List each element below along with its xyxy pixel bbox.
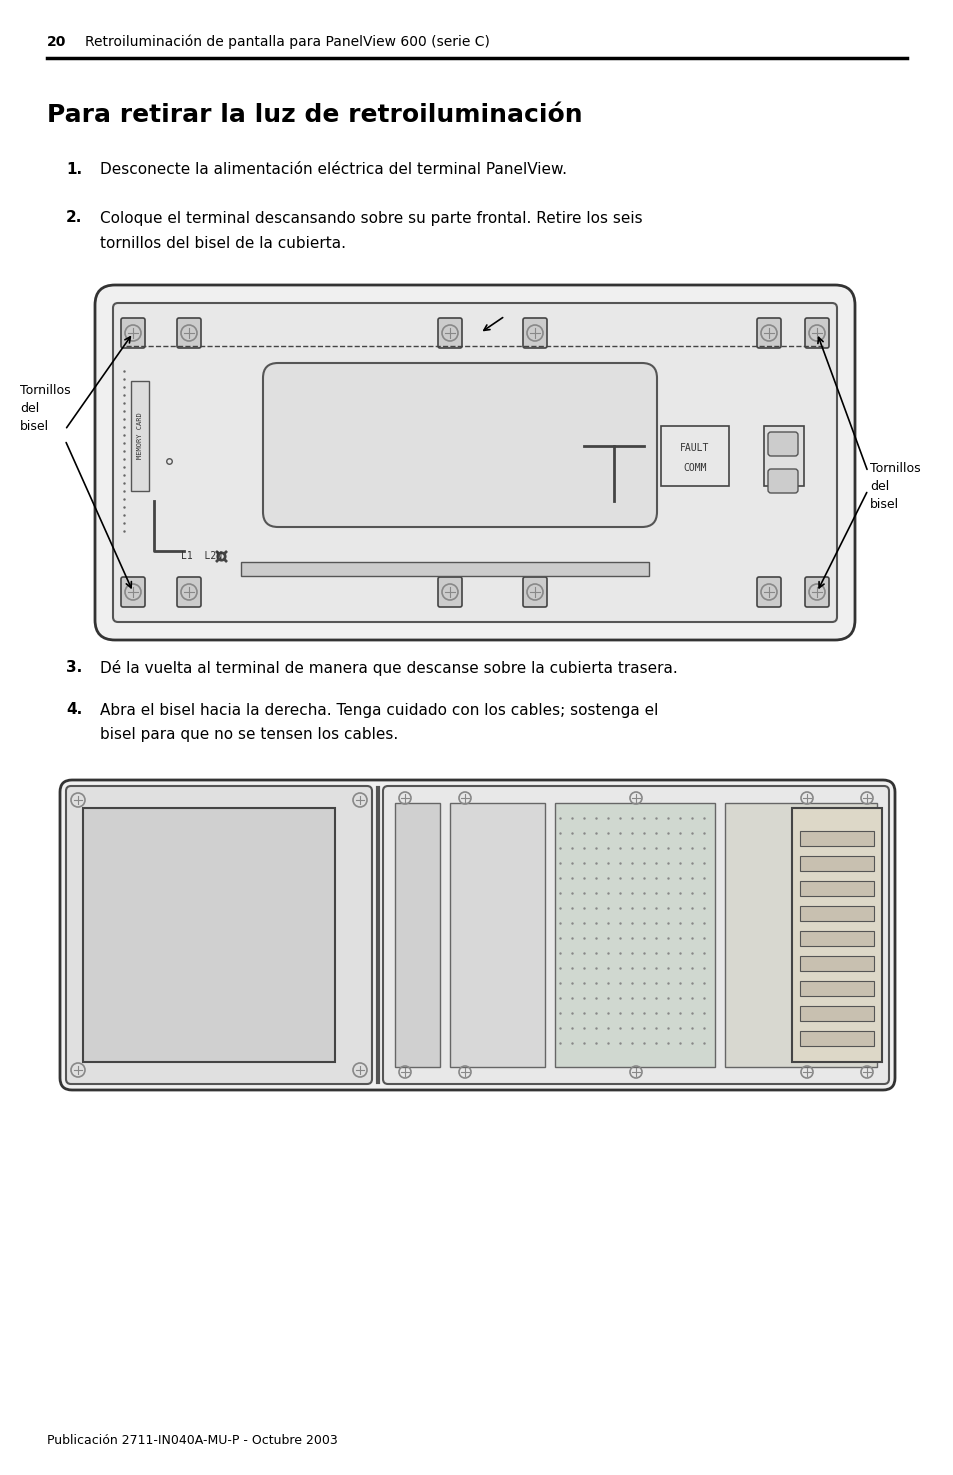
- Text: COMM: COMM: [682, 463, 706, 473]
- FancyBboxPatch shape: [112, 302, 836, 622]
- FancyBboxPatch shape: [121, 319, 145, 348]
- Bar: [791, 808, 882, 1062]
- Text: 20: 20: [47, 35, 67, 49]
- Bar: [450, 802, 544, 1066]
- Text: 4.: 4.: [66, 702, 82, 717]
- FancyBboxPatch shape: [804, 319, 828, 348]
- FancyBboxPatch shape: [804, 577, 828, 608]
- FancyBboxPatch shape: [382, 786, 888, 1084]
- FancyBboxPatch shape: [522, 319, 546, 348]
- FancyBboxPatch shape: [437, 319, 461, 348]
- Text: FAULT: FAULT: [679, 442, 709, 453]
- Text: Publicación 2711-IN040A-MU-P - Octubre 2003: Publicación 2711-IN040A-MU-P - Octubre 2…: [47, 1434, 337, 1447]
- Bar: [131, 381, 149, 491]
- Text: del: del: [20, 401, 39, 414]
- Text: L1  L2N: L1 L2N: [181, 552, 222, 560]
- Text: tornillos del bisel de la cubierta.: tornillos del bisel de la cubierta.: [100, 236, 346, 251]
- Text: Abra el bisel hacia la derecha. Tenga cuidado con los cables; sostenga el: Abra el bisel hacia la derecha. Tenga cu…: [100, 702, 658, 717]
- Bar: [724, 802, 876, 1066]
- Text: Tornillos: Tornillos: [869, 462, 920, 475]
- FancyBboxPatch shape: [767, 432, 797, 456]
- Bar: [800, 1031, 873, 1046]
- Text: Desconecte la alimentación eléctrica del terminal PanelView.: Desconecte la alimentación eléctrica del…: [100, 162, 566, 177]
- FancyBboxPatch shape: [95, 285, 854, 640]
- Bar: [241, 562, 648, 577]
- Text: 2.: 2.: [66, 211, 82, 226]
- Bar: [800, 906, 873, 920]
- Bar: [395, 802, 439, 1066]
- FancyBboxPatch shape: [263, 363, 657, 527]
- FancyBboxPatch shape: [767, 469, 797, 493]
- Text: bisel: bisel: [20, 419, 49, 432]
- Bar: [800, 956, 873, 971]
- Text: bisel para que no se tensen los cables.: bisel para que no se tensen los cables.: [100, 727, 397, 742]
- Bar: [800, 881, 873, 895]
- Bar: [660, 426, 728, 485]
- Text: MEMORY CARD: MEMORY CARD: [137, 413, 143, 459]
- FancyBboxPatch shape: [437, 577, 461, 608]
- Text: 1.: 1.: [66, 162, 82, 177]
- FancyBboxPatch shape: [522, 577, 546, 608]
- Bar: [800, 981, 873, 996]
- FancyBboxPatch shape: [60, 780, 894, 1090]
- Text: bisel: bisel: [869, 497, 898, 510]
- Text: Coloque el terminal descansando sobre su parte frontal. Retire los seis: Coloque el terminal descansando sobre su…: [100, 211, 642, 226]
- Bar: [800, 1006, 873, 1021]
- Text: 3.: 3.: [66, 661, 82, 676]
- Bar: [800, 855, 873, 872]
- FancyBboxPatch shape: [121, 577, 145, 608]
- Bar: [83, 808, 335, 1062]
- Bar: [763, 426, 803, 485]
- Bar: [555, 802, 714, 1066]
- FancyBboxPatch shape: [177, 577, 201, 608]
- Text: del: del: [869, 479, 888, 493]
- Bar: [800, 931, 873, 945]
- Text: Dé la vuelta al terminal de manera que descanse sobre la cubierta trasera.: Dé la vuelta al terminal de manera que d…: [100, 659, 677, 676]
- Text: Retroiluminación de pantalla para PanelView 600 (serie C): Retroiluminación de pantalla para PanelV…: [85, 35, 489, 49]
- Bar: [800, 830, 873, 847]
- Text: Para retirar la luz de retroiluminación: Para retirar la luz de retroiluminación: [47, 103, 582, 127]
- FancyBboxPatch shape: [757, 577, 781, 608]
- FancyBboxPatch shape: [66, 786, 372, 1084]
- FancyBboxPatch shape: [177, 319, 201, 348]
- FancyBboxPatch shape: [757, 319, 781, 348]
- Text: Tornillos: Tornillos: [20, 384, 71, 397]
